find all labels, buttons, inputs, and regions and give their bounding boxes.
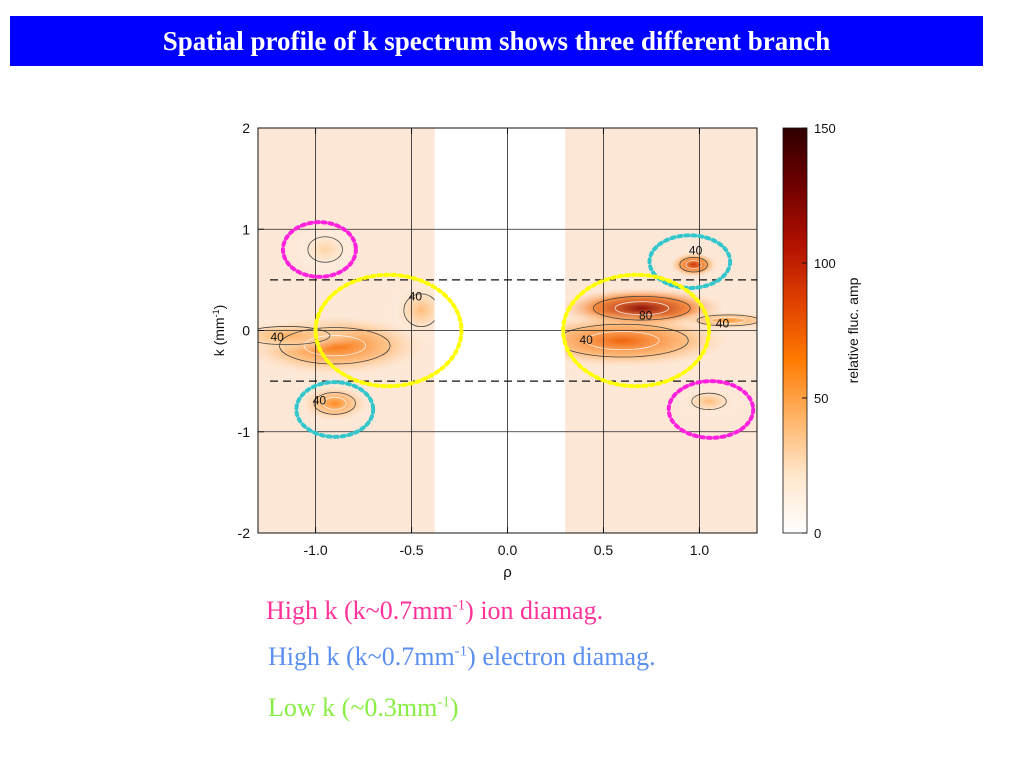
caption-ion-diamag: High k (k~0.7mm-1) ion diamag. <box>266 596 603 626</box>
contour-line <box>322 396 347 410</box>
contour-line <box>691 392 727 410</box>
y-axis-label-sup: -1 <box>211 309 221 317</box>
caption-electron-sup: -1 <box>454 643 468 660</box>
contour-line <box>585 331 660 351</box>
caption-ion-end: ) ion diamag. <box>465 596 604 625</box>
caption-electron-text: High k (k~0.7mm <box>268 642 455 671</box>
contour-line <box>593 295 691 321</box>
highlight-ellipse-electron <box>294 380 376 439</box>
caption-low-sup: -1 <box>437 694 450 711</box>
y-tick-label: -2 <box>238 525 251 541</box>
colorbar-label: relative fluc. amp <box>845 277 861 383</box>
caption-electron-diamag: High k (k~0.7mm-1) electron diamag. <box>268 642 656 672</box>
x-tick-label: -1.0 <box>304 542 328 558</box>
contour-label: 40 <box>313 394 327 408</box>
y-axis-label-end: ) <box>211 305 227 310</box>
contour-label: 40 <box>716 317 730 331</box>
contour-line <box>710 316 746 324</box>
contour-line <box>279 327 391 365</box>
colorbar-tick-label: 100 <box>814 256 836 271</box>
x-tick-label: 0.0 <box>498 542 518 558</box>
y-tick-label: 1 <box>242 221 250 237</box>
contour-line <box>685 260 702 270</box>
x-tick-label: -0.5 <box>399 542 423 558</box>
caption-low-end: ) <box>449 693 459 722</box>
contour-label: 40 <box>271 330 285 344</box>
contour-line <box>696 314 757 327</box>
contour-line <box>614 301 670 316</box>
y-tick-label: -1 <box>238 424 251 440</box>
contour-label: 40 <box>409 289 423 303</box>
y-tick-label: 0 <box>242 323 250 339</box>
highlight-ellipse-low <box>561 272 712 389</box>
contour-line <box>679 256 708 273</box>
heatmap-feature <box>678 386 740 416</box>
caption-low-k: Low k (~0.3mm-1) <box>268 693 459 723</box>
contour-label: 80 <box>639 308 653 322</box>
heatmap-feature <box>297 383 372 423</box>
caption-ion-sup: -1 <box>452 597 466 614</box>
colorbar <box>782 127 808 534</box>
y-tick-label: 2 <box>242 120 250 136</box>
colorbar-tick-label: 0 <box>814 526 821 541</box>
highlight-ellipse-electron <box>647 233 733 290</box>
heatmap-feature <box>669 251 719 278</box>
slide-title: Spatial profile of k spectrum shows thre… <box>10 16 983 66</box>
caption-electron-end: ) electron diamag. <box>467 642 656 671</box>
contour-label: 40 <box>580 333 594 347</box>
highlight-ellipse-low <box>313 272 464 389</box>
colorbar-tick-label: 150 <box>814 121 836 136</box>
x-tick-label: 0.5 <box>594 542 614 558</box>
y-axis-label-main: k (mm <box>211 317 227 356</box>
k-spectrum-chart: 40 40 40 80 40 40 40 -1.0 -0.5 0.0 0.5 1.0 -2 -1 0 1 2 ρ k… <box>211 120 861 581</box>
heatmap-feature <box>294 226 356 273</box>
heatmap-area: 40 40 40 80 40 40 40 <box>258 128 757 533</box>
contour-line <box>313 392 356 415</box>
contour-line <box>307 236 343 263</box>
highlight-ellipse-ion <box>280 220 358 279</box>
contour-line <box>258 326 331 346</box>
highlight-ellipse-ion <box>666 379 756 440</box>
contour-label: 40 <box>689 244 703 258</box>
caption-low-text: Low k (~0.3mm <box>268 693 438 722</box>
contour-line <box>303 335 366 357</box>
y-axis-label: k (mm-1) <box>211 305 227 357</box>
colorbar-tick-label: 50 <box>814 391 828 406</box>
caption-ion-text: High k (k~0.7mm <box>266 596 453 625</box>
x-tick-label: 1.0 <box>690 542 710 558</box>
heatmap-feature <box>672 310 757 331</box>
x-axis-label: ρ <box>503 564 512 581</box>
